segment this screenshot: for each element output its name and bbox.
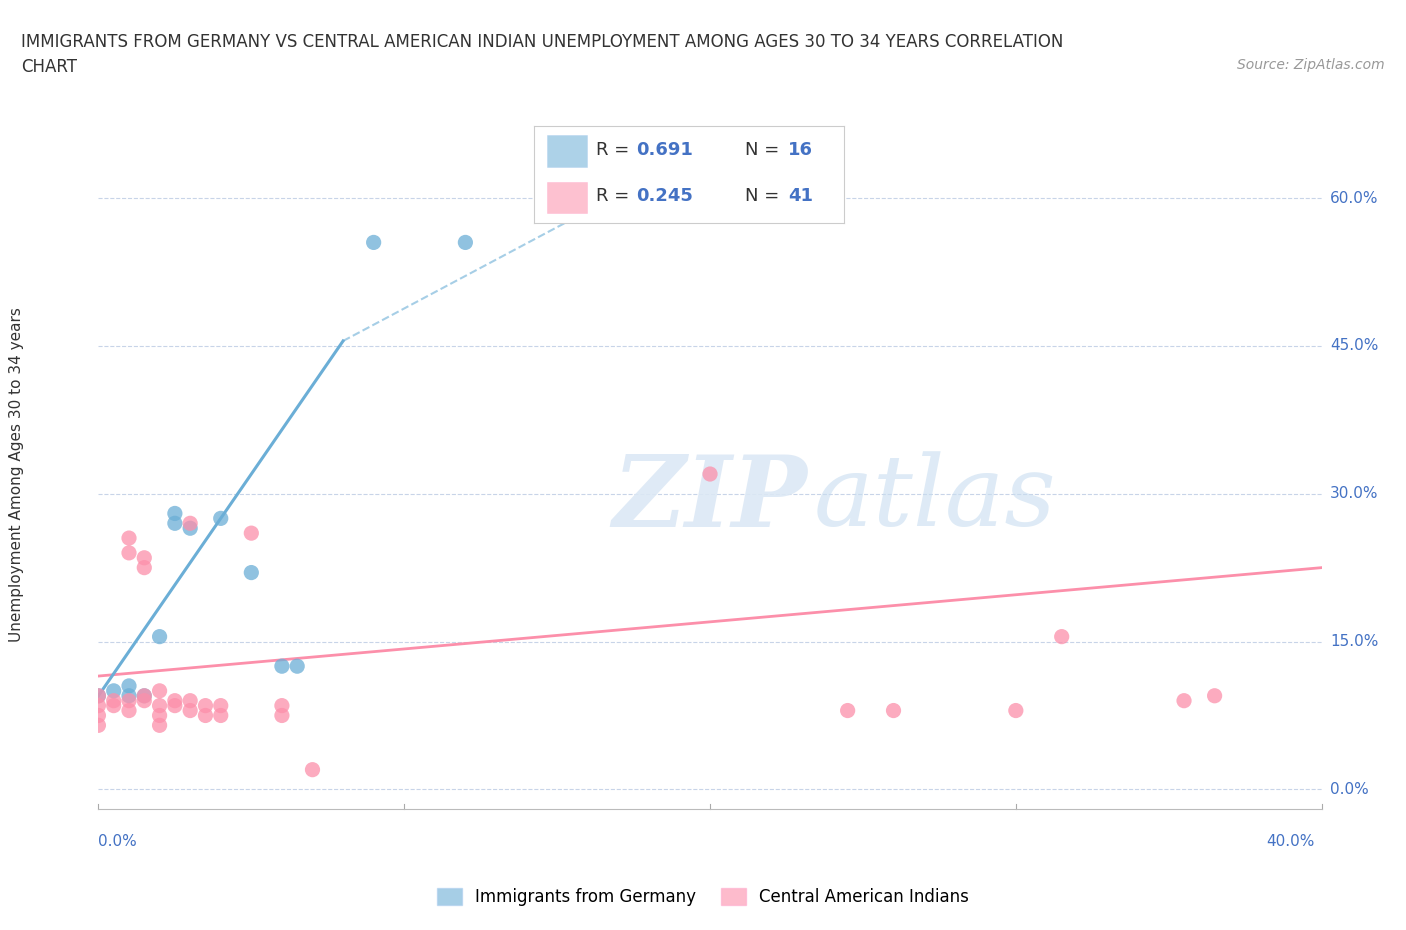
Point: [118, 545, 141, 560]
Point: [149, 684, 172, 698]
Point: [270, 708, 292, 723]
Text: IMMIGRANTS FROM GERMANY VS CENTRAL AMERICAN INDIAN UNEMPLOYMENT AMONG AGES 30 TO: IMMIGRANTS FROM GERMANY VS CENTRAL AMERI…: [21, 33, 1063, 50]
Point: [240, 565, 263, 580]
Point: [87, 698, 110, 713]
Point: [87, 688, 110, 703]
Point: [134, 560, 156, 575]
Text: R =: R =: [596, 141, 636, 159]
Text: Unemployment Among Ages 30 to 34 years: Unemployment Among Ages 30 to 34 years: [10, 307, 24, 642]
Point: [103, 698, 125, 713]
Bar: [547, 136, 586, 166]
Point: [1004, 703, 1026, 718]
Point: [163, 698, 186, 713]
Point: [163, 516, 186, 531]
Point: [285, 658, 308, 673]
Text: 16: 16: [787, 141, 813, 159]
Point: [1173, 693, 1195, 708]
Point: [134, 688, 156, 703]
Point: [179, 516, 201, 531]
Point: [103, 684, 125, 698]
Point: [240, 525, 263, 540]
Text: Source: ZipAtlas.com: Source: ZipAtlas.com: [1237, 58, 1385, 72]
Point: [134, 688, 156, 703]
Point: [87, 718, 110, 733]
Text: atlas: atlas: [814, 451, 1057, 547]
Text: R =: R =: [596, 187, 636, 205]
Point: [103, 693, 125, 708]
Point: [118, 693, 141, 708]
Text: 0.0%: 0.0%: [1330, 782, 1368, 797]
Text: 41: 41: [787, 187, 813, 205]
Text: 30.0%: 30.0%: [1330, 486, 1378, 501]
Text: 0.691: 0.691: [637, 141, 693, 159]
Point: [118, 679, 141, 694]
Point: [209, 708, 232, 723]
Point: [699, 467, 721, 482]
Point: [134, 551, 156, 565]
Point: [149, 630, 172, 644]
Text: 40.0%: 40.0%: [1267, 834, 1315, 849]
Legend: Immigrants from Germany, Central American Indians: Immigrants from Germany, Central America…: [430, 881, 976, 912]
Point: [118, 703, 141, 718]
Point: [149, 708, 172, 723]
Point: [149, 698, 172, 713]
Text: CHART: CHART: [21, 58, 77, 75]
Bar: [547, 182, 586, 214]
Text: N =: N =: [745, 187, 785, 205]
Text: 0.245: 0.245: [637, 187, 693, 205]
Point: [87, 688, 110, 703]
Point: [209, 698, 232, 713]
Text: ZIP: ZIP: [612, 450, 807, 547]
Point: [363, 235, 385, 250]
Point: [194, 708, 217, 723]
Point: [883, 703, 905, 718]
Point: [118, 688, 141, 703]
Point: [454, 235, 477, 250]
Text: 60.0%: 60.0%: [1330, 191, 1378, 206]
Point: [179, 693, 201, 708]
Point: [1204, 688, 1226, 703]
Point: [118, 531, 141, 546]
Text: 0.0%: 0.0%: [98, 834, 138, 849]
Point: [163, 693, 186, 708]
Text: 45.0%: 45.0%: [1330, 339, 1378, 353]
Point: [301, 763, 323, 777]
Point: [87, 708, 110, 723]
Point: [179, 703, 201, 718]
Point: [149, 718, 172, 733]
Point: [163, 506, 186, 521]
Point: [194, 698, 217, 713]
Point: [1050, 630, 1073, 644]
Text: 15.0%: 15.0%: [1330, 634, 1378, 649]
Point: [270, 658, 292, 673]
Text: N =: N =: [745, 141, 785, 159]
Point: [837, 703, 859, 718]
Point: [209, 511, 232, 525]
Point: [270, 698, 292, 713]
Point: [134, 693, 156, 708]
Point: [179, 521, 201, 536]
